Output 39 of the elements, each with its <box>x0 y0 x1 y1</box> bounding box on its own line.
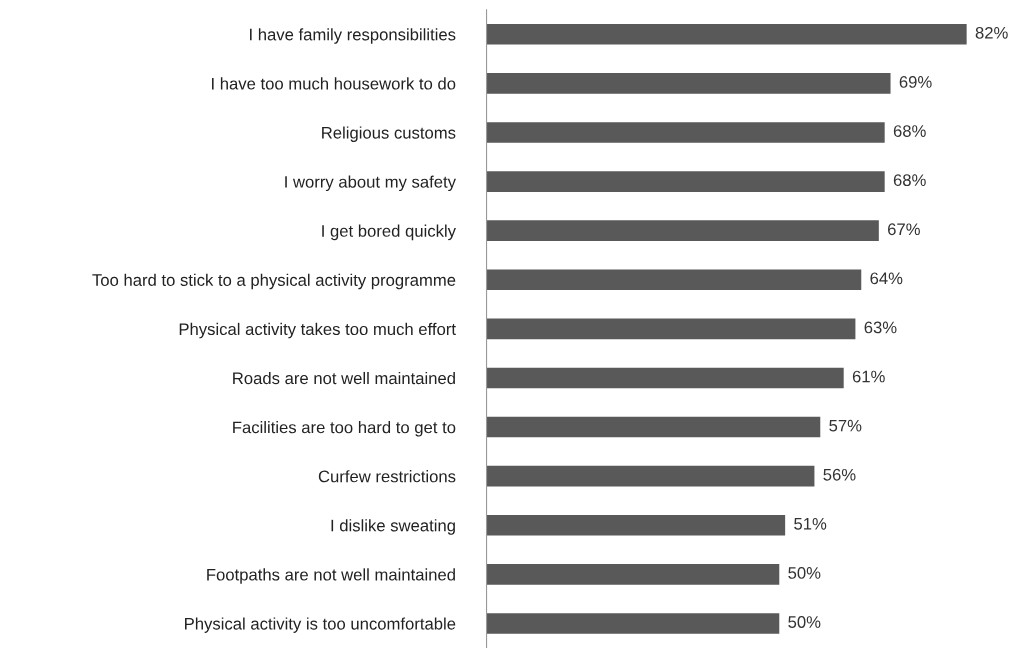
y-tick-label: I have family responsibilities <box>250 28 456 44</box>
bar <box>486 564 780 585</box>
bar <box>486 416 821 438</box>
y-tick-label: Facilities are too hard to get to <box>233 421 456 437</box>
y-tick-label: I get bored quickly <box>322 224 456 241</box>
data-label: 68% <box>893 125 926 137</box>
data-label: 68% <box>893 174 926 187</box>
y-tick-label: I worry about my safety <box>285 175 456 192</box>
bar <box>486 171 885 192</box>
y-tick-label: Curfew restrictions <box>318 470 456 483</box>
y-tick-label: Religious customs <box>322 126 456 142</box>
data-label: 50% <box>788 616 821 628</box>
data-label: 69% <box>899 76 932 88</box>
bar <box>486 367 844 389</box>
y-tick-label: Physical activity is too uncomfortable <box>185 617 456 633</box>
bar <box>486 23 967 45</box>
y-tick-label: Footpaths are not well maintained <box>207 568 455 584</box>
bar <box>486 269 862 291</box>
y-tick-label: Physical activity takes too much effort <box>179 322 456 339</box>
data-label: 57% <box>829 419 862 432</box>
data-label: 50% <box>788 567 821 579</box>
bar <box>486 613 780 634</box>
data-label: 67% <box>888 223 920 236</box>
y-tick-label: I dislike sweating <box>331 519 455 535</box>
bar <box>486 122 885 143</box>
bar <box>486 73 891 94</box>
data-label: 64% <box>870 272 903 285</box>
bar <box>486 318 856 340</box>
bar <box>486 514 786 536</box>
y-tick-label: I have too much housework to do <box>212 77 456 90</box>
bar <box>486 220 879 241</box>
data-label: 56% <box>823 468 856 481</box>
data-label: 63% <box>864 321 897 334</box>
y-tick-label: Too hard to stick to a physical activity programme <box>92 273 456 290</box>
y-tick-label: Roads are not well maintained <box>233 371 455 385</box>
data-label: 51% <box>794 518 827 530</box>
data-label: 61% <box>852 370 885 383</box>
data-label: 82% <box>975 26 1008 39</box>
bar <box>486 465 815 487</box>
